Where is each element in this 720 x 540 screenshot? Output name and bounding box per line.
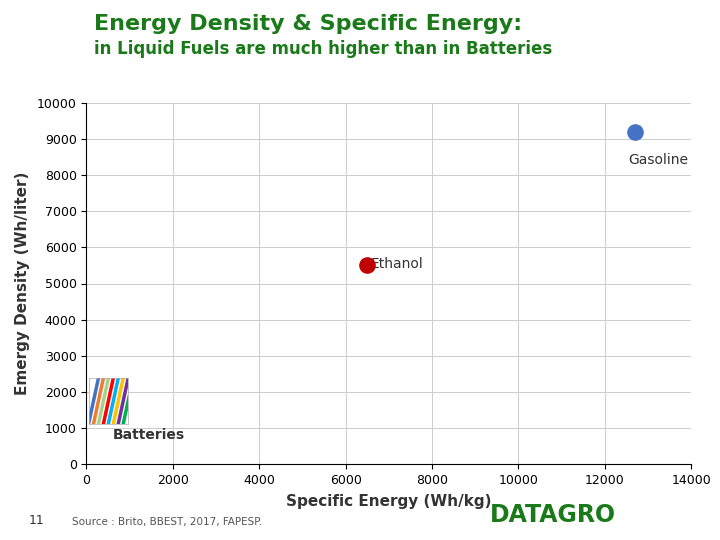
Text: in Liquid Fuels are much higher than in Batteries: in Liquid Fuels are much higher than in …: [94, 40, 552, 58]
Text: Energy Density & Specific Energy:: Energy Density & Specific Energy:: [94, 14, 522, 33]
Point: [629, 127, 641, 136]
Text: Source : Brito, BBEST, 2017, FAPESP.: Source : Brito, BBEST, 2017, FAPESP.: [72, 516, 262, 526]
Text: Gasoline: Gasoline: [629, 153, 688, 167]
Point: [361, 261, 373, 269]
Y-axis label: Emergy Density (Wh/liter): Emergy Density (Wh/liter): [15, 172, 30, 395]
Text: DATAGRO: DATAGRO: [490, 503, 616, 526]
Text: Ethanol: Ethanol: [371, 257, 424, 271]
Text: Batteries: Batteries: [112, 428, 184, 442]
X-axis label: Specific Energy (Wh/kg): Specific Energy (Wh/kg): [286, 494, 492, 509]
Text: 11: 11: [29, 514, 45, 526]
